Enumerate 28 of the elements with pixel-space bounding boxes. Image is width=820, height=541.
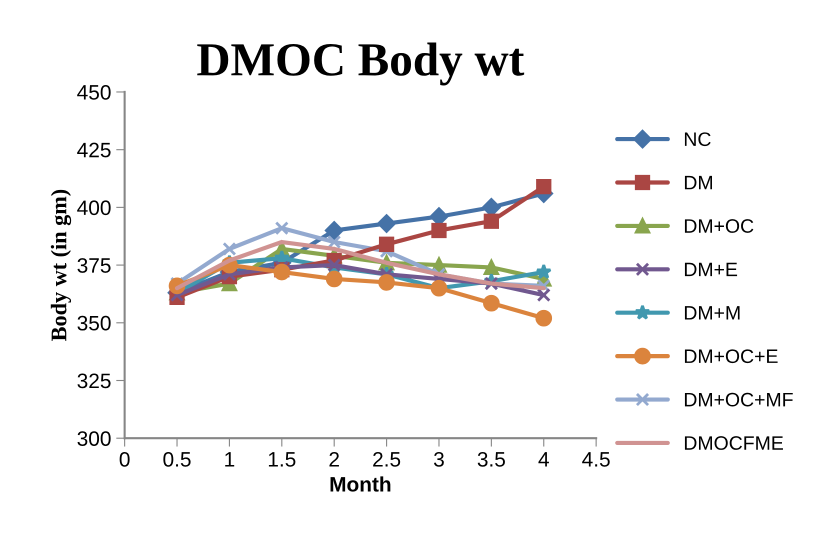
legend-label: DM+OC+E [684,349,778,364]
y-tick-label: 375 [77,258,111,273]
legend-label: DM+OC [684,219,754,233]
x-tick-label: 1.5 [268,452,296,467]
chart-title: DMOC Body wt [197,42,524,86]
x-tick-label: 2.5 [373,452,400,467]
legend-label: NC [684,132,711,146]
x-axis-title: Month [330,476,390,492]
y-tick-label: 425 [77,142,111,158]
x-tick-label: 4 [538,452,549,466]
legend-label: DMOCFME [684,436,783,450]
x-tick-label: 4.5 [582,452,610,467]
legend-label: DM+OC+MF [684,392,793,407]
y-tick-label: 300 [77,431,111,446]
x-tick-label: 3.5 [478,452,505,467]
y-axis-title: Body wt (in gm) [50,190,72,341]
y-tick-label: 400 [77,200,111,216]
x-tick-label: 3 [434,452,444,467]
legend-label: DM [684,176,712,190]
x-tick-label: 2 [329,452,339,466]
legend-label: DM+E [684,262,738,276]
x-tick-label: 0 [120,452,130,467]
x-tick-label: 0.5 [163,452,191,467]
y-tick-label: 450 [77,84,111,100]
y-tick-label: 350 [77,316,111,331]
y-tick-label: 325 [77,374,111,388]
x-tick-label: 1 [225,452,234,466]
legend-label: DM+M [684,306,740,320]
